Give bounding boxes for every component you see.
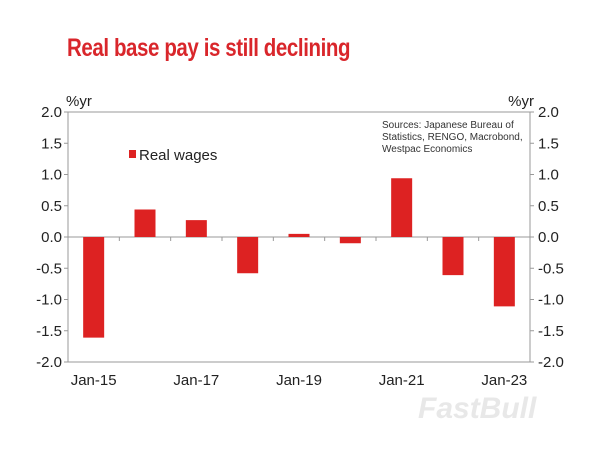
y-tick-label-left: -0.5 bbox=[36, 260, 62, 277]
y-axis-label-left: %yr bbox=[66, 93, 92, 110]
bar-jan-21 bbox=[391, 178, 413, 237]
y-tick-label-left: 0.0 bbox=[41, 229, 62, 246]
y-tick-label-left: -2.0 bbox=[36, 354, 62, 371]
x-tick-label: Jan-19 bbox=[276, 372, 322, 389]
sources-annotation: Westpac Economics bbox=[382, 144, 472, 155]
y-axis-label-right: %yr bbox=[508, 93, 534, 110]
bar-jan-22 bbox=[442, 237, 464, 276]
y-tick-label-right: 0.5 bbox=[538, 198, 559, 215]
legend-swatch bbox=[129, 150, 136, 158]
bar-jan-23 bbox=[493, 237, 515, 307]
y-tick-label-right: -1.5 bbox=[538, 323, 564, 340]
watermark-logo: FastBull bbox=[418, 392, 537, 425]
y-tick-label-right: 1.0 bbox=[538, 167, 559, 184]
y-tick-label-right: -1.0 bbox=[538, 292, 564, 309]
sources-annotation: Sources: Japanese Bureau of bbox=[382, 120, 514, 131]
y-tick-label-left: 0.5 bbox=[41, 198, 62, 215]
bar-jan-18 bbox=[237, 237, 259, 274]
bar-jan-19 bbox=[288, 233, 310, 237]
y-tick-label-left: 1.0 bbox=[41, 167, 62, 184]
y-tick-label-right: -0.5 bbox=[538, 260, 564, 277]
bar-jan-15 bbox=[83, 237, 105, 338]
y-tick-label-left: -1.0 bbox=[36, 292, 62, 309]
x-tick-label: Jan-23 bbox=[481, 372, 527, 389]
bar-jan-20 bbox=[339, 237, 361, 244]
sources-annotation: Statistics, RENGO, Macrobond, bbox=[382, 132, 523, 143]
y-tick-label-left: 1.5 bbox=[41, 135, 62, 152]
y-tick-label-right: 2.0 bbox=[538, 104, 559, 121]
y-tick-label-left: 2.0 bbox=[41, 104, 62, 121]
y-tick-label-right: 1.5 bbox=[538, 135, 559, 152]
x-tick-label: Jan-21 bbox=[379, 372, 425, 389]
x-tick-label: Jan-17 bbox=[173, 372, 219, 389]
y-tick-label-right: -2.0 bbox=[538, 354, 564, 371]
bar-jan-16 bbox=[134, 209, 156, 237]
bar-jan-17 bbox=[185, 220, 207, 237]
x-tick-label: Jan-15 bbox=[71, 372, 117, 389]
y-tick-label-left: -1.5 bbox=[36, 323, 62, 340]
legend-label: Real wages bbox=[139, 147, 217, 164]
y-tick-label-right: 0.0 bbox=[538, 229, 559, 246]
chart-title: Real base pay is still declining bbox=[67, 34, 351, 62]
